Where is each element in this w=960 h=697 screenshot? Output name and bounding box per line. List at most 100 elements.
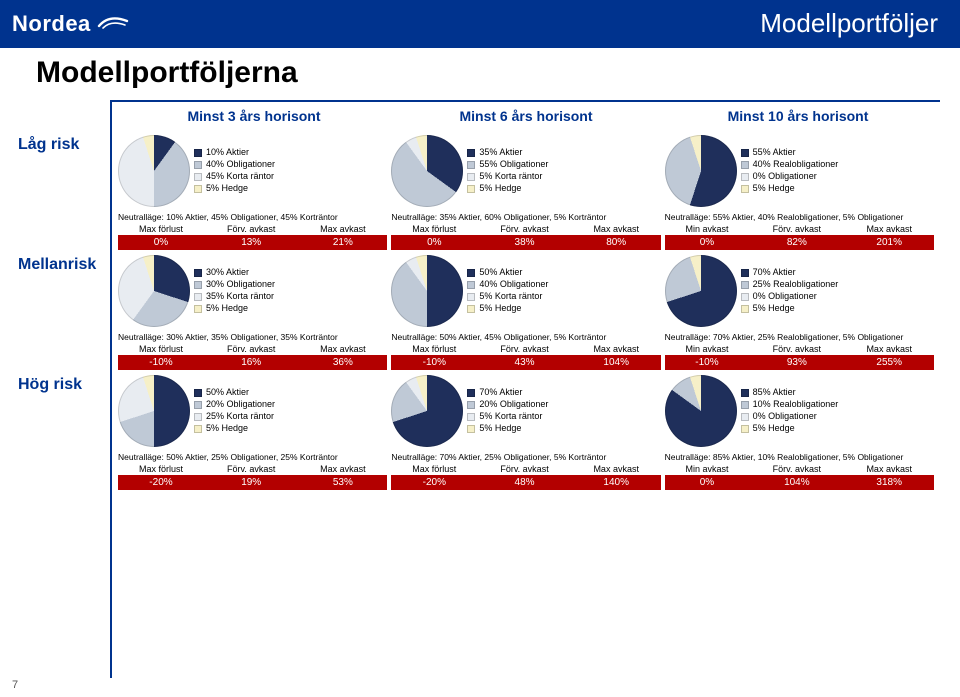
stats-header: Max avkast bbox=[572, 463, 661, 475]
legend-swatch bbox=[194, 305, 202, 313]
legend-swatch bbox=[467, 149, 475, 157]
legend-item: 0% Obligationer bbox=[741, 172, 839, 182]
stats-header: Max avkast bbox=[298, 463, 387, 475]
legend-label: 10% Aktier bbox=[206, 148, 249, 158]
legend-label: 30% Obligationer bbox=[206, 280, 275, 290]
legend-label: 70% Aktier bbox=[753, 268, 796, 278]
corner-title: Modellportföljer bbox=[760, 8, 938, 39]
stats-header: Max avkast bbox=[572, 223, 661, 235]
legend-item: 40% Obligationer bbox=[467, 280, 548, 290]
legend-label: 0% Obligationer bbox=[753, 172, 817, 182]
stats-table: Max förlustFörv. avkastMax avkast-20%48%… bbox=[391, 463, 660, 490]
stats-header: Förv. avkast bbox=[477, 223, 571, 235]
neutral-text: Neutralläge: 70% Aktier, 25% Obligatione… bbox=[391, 452, 660, 462]
stats-value: -10% bbox=[391, 355, 477, 370]
neutral-text: Neutralläge: 55% Aktier, 40% Realobligat… bbox=[665, 212, 934, 222]
portfolio-grid: Låg risk10% Aktier40% Obligationer45% Ko… bbox=[118, 132, 934, 490]
legend-swatch bbox=[741, 161, 749, 169]
stats-header: Förv. avkast bbox=[204, 223, 298, 235]
legend-swatch bbox=[467, 185, 475, 193]
pie-wrap bbox=[391, 135, 463, 207]
legend-item: 5% Hedge bbox=[467, 304, 548, 314]
stats-header: Min avkast bbox=[665, 223, 750, 235]
pie-wrap bbox=[391, 255, 463, 327]
legend-swatch bbox=[467, 413, 475, 421]
stats-value: 43% bbox=[477, 355, 571, 370]
pie-chart bbox=[665, 135, 737, 207]
legend-label: 35% Korta räntor bbox=[206, 292, 274, 302]
stats-value: 104% bbox=[572, 355, 661, 370]
portfolio-cell: 70% Aktier20% Obligationer5% Korta ränto… bbox=[391, 372, 660, 490]
legend-swatch bbox=[467, 269, 475, 277]
legend-label: 20% Obligationer bbox=[206, 400, 275, 410]
legend-swatch bbox=[467, 389, 475, 397]
column-headers: Minst 3 års horisont Minst 6 års horison… bbox=[118, 108, 934, 130]
neutral-text: Neutralläge: 70% Aktier, 25% Realobligat… bbox=[665, 332, 934, 342]
chart-area: 35% Aktier55% Obligationer5% Korta ränto… bbox=[391, 132, 660, 210]
portfolio-cell: 10% Aktier40% Obligationer45% Korta ränt… bbox=[118, 132, 387, 250]
legend-label: 5% Hedge bbox=[753, 424, 795, 434]
stats-value: 93% bbox=[749, 355, 844, 370]
stats-table: Max förlustFörv. avkastMax avkast0%38%80… bbox=[391, 223, 660, 250]
legend-item: 40% Realobligationer bbox=[741, 160, 839, 170]
stats-table: Max förlustFörv. avkastMax avkast-10%43%… bbox=[391, 343, 660, 370]
header-band: Nordea Modellportföljer bbox=[0, 0, 960, 48]
legend-swatch bbox=[194, 293, 202, 301]
legend-swatch bbox=[741, 281, 749, 289]
neutral-text: Neutralläge: 35% Aktier, 60% Obligatione… bbox=[391, 212, 660, 222]
legend-swatch bbox=[741, 149, 749, 157]
stats-header: Förv. avkast bbox=[477, 463, 571, 475]
pie-chart bbox=[665, 255, 737, 327]
portfolio-cell: 50% Aktier20% Obligationer25% Korta ränt… bbox=[118, 372, 387, 490]
legend-label: 30% Aktier bbox=[206, 268, 249, 278]
stats-value: -20% bbox=[391, 475, 477, 490]
legend-item: 10% Aktier bbox=[194, 148, 275, 158]
legend-item: 50% Aktier bbox=[467, 268, 548, 278]
stats-value: 0% bbox=[665, 475, 750, 490]
pie-chart bbox=[391, 375, 463, 447]
row-label: Hög risk bbox=[18, 376, 108, 394]
legend-item: 5% Hedge bbox=[741, 184, 839, 194]
pie-chart bbox=[391, 255, 463, 327]
legend-item: 55% Aktier bbox=[741, 148, 839, 158]
legend-item: 40% Obligationer bbox=[194, 160, 275, 170]
pie-wrap bbox=[118, 255, 190, 327]
col-head-1: Minst 6 års horisont bbox=[390, 108, 662, 130]
stats-header: Max avkast bbox=[298, 223, 387, 235]
stats-value: 13% bbox=[204, 235, 298, 250]
legend-label: 25% Korta räntor bbox=[206, 412, 274, 422]
stats-header: Förv. avkast bbox=[477, 343, 571, 355]
legend-swatch bbox=[741, 305, 749, 313]
legend-label: 5% Korta räntor bbox=[479, 292, 542, 302]
portfolio-cell: 70% Aktier25% Realobligationer0% Obligat… bbox=[665, 252, 934, 370]
legend-label: 40% Realobligationer bbox=[753, 160, 839, 170]
stats-header: Min avkast bbox=[665, 463, 750, 475]
legend-item: 35% Korta räntor bbox=[194, 292, 275, 302]
legend-swatch bbox=[467, 401, 475, 409]
stats-table: Min avkastFörv. avkastMax avkast0%82%201… bbox=[665, 223, 934, 250]
legend-label: 5% Korta räntor bbox=[479, 172, 542, 182]
portfolio-cell: 50% Aktier 40% Obligationer 5% Korta ränto… bbox=[391, 252, 660, 370]
legend-label: 0% Obligationer bbox=[753, 412, 817, 422]
legend-item: 30% Aktier bbox=[194, 268, 275, 278]
legend-swatch bbox=[194, 413, 202, 421]
portfolio-cell: 85% Aktier10% Realobligationer0% Obligat… bbox=[665, 372, 934, 490]
chart-area: 50% Aktier 40% Obligationer 5% Korta ränto… bbox=[391, 252, 660, 330]
stats-table: Max förlustFörv. avkastMax avkast0%13%21… bbox=[118, 223, 387, 250]
stats-value: 53% bbox=[298, 475, 387, 490]
legend-swatch bbox=[467, 173, 475, 181]
stats-value: 36% bbox=[298, 355, 387, 370]
stats-value: 48% bbox=[477, 475, 571, 490]
legend-item: 5% Korta räntor bbox=[467, 292, 548, 302]
portfolio-cell: 35% Aktier55% Obligationer5% Korta ränto… bbox=[391, 132, 660, 250]
stats-table: Max förlustFörv. avkastMax avkast-20%19%… bbox=[118, 463, 387, 490]
legend-label: 5% Hedge bbox=[206, 304, 248, 314]
legend-swatch bbox=[741, 401, 749, 409]
legend-label: 5% Hedge bbox=[206, 424, 248, 434]
legend-swatch bbox=[467, 425, 475, 433]
stats-value: -10% bbox=[118, 355, 204, 370]
legend: 70% Aktier20% Obligationer5% Korta ränto… bbox=[467, 388, 548, 434]
legend-label: 40% Obligationer bbox=[479, 280, 548, 290]
legend-item: 5% Korta räntor bbox=[467, 172, 548, 182]
stats-header: Max förlust bbox=[118, 343, 204, 355]
